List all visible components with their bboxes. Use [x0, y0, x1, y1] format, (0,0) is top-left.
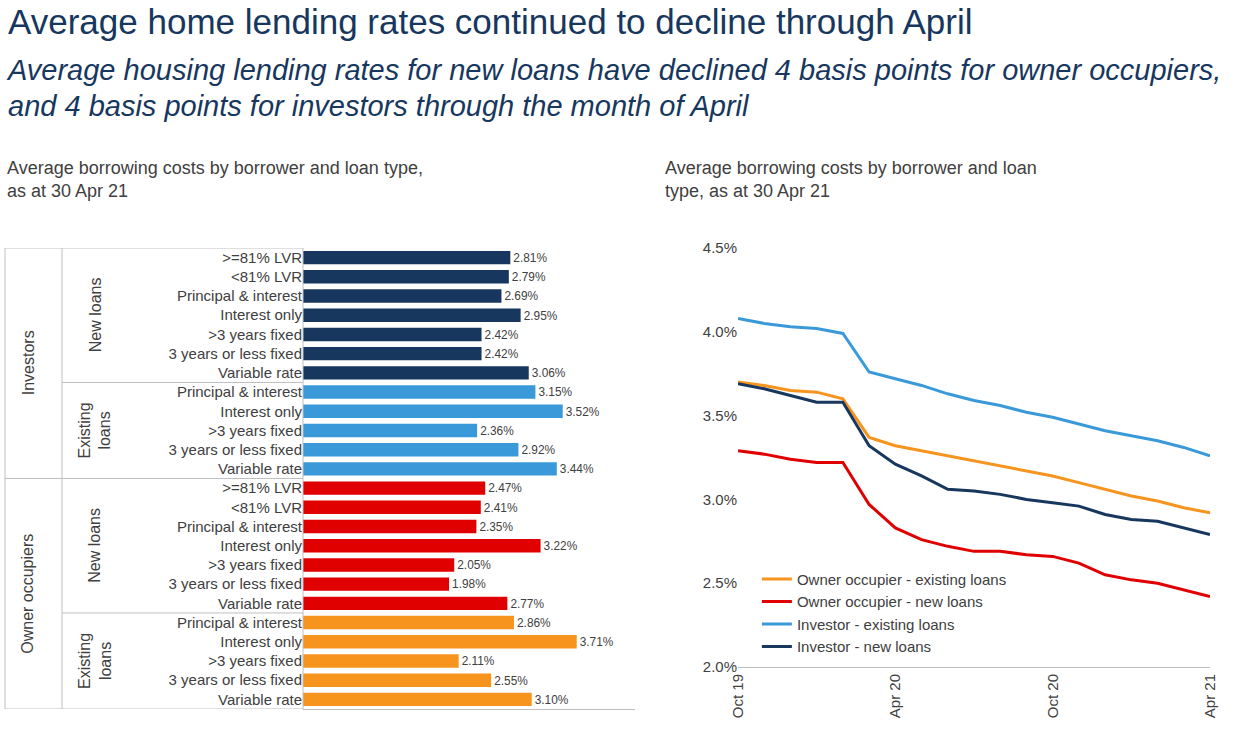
svg-text:2.42%: 2.42% [485, 328, 519, 342]
svg-text:Principal & interest: Principal & interest [177, 287, 303, 304]
svg-text:2.92%: 2.92% [521, 443, 555, 457]
svg-text:2.11%: 2.11% [462, 654, 495, 668]
svg-text:2.36%: 2.36% [480, 424, 514, 438]
html-text:Average housing lending rates: Average housing lending rates for new lo… [8, 54, 1222, 122]
svg-text:3 years or less fixed: 3 years or less fixed [169, 671, 302, 688]
svg-text:2.42%: 2.42% [485, 347, 519, 361]
svg-text:Average borrowing costs by bor: Average borrowing costs by borrower and … [665, 158, 1037, 201]
svg-text:3.0%: 3.0% [703, 491, 737, 508]
svg-text:3.10%: 3.10% [535, 693, 569, 707]
svg-text:Apr 20: Apr 20 [886, 674, 903, 718]
svg-text:4.0%: 4.0% [703, 323, 737, 340]
svg-text:2.86%: 2.86% [517, 616, 551, 630]
svg-text:3 years or less fixed: 3 years or less fixed [169, 441, 302, 458]
svg-text:>3 years fixed: >3 years fixed [208, 326, 302, 343]
svg-text:4.5%: 4.5% [703, 239, 737, 256]
svg-text:Variable rate: Variable rate [218, 460, 302, 477]
svg-text:New loans: New loans [86, 508, 103, 583]
svg-text:3 years or less fixed: 3 years or less fixed [169, 575, 302, 592]
svg-text:2.41%: 2.41% [484, 501, 518, 515]
svg-text:Existingloans: Existingloans [76, 633, 114, 689]
svg-text:3.5%: 3.5% [703, 407, 737, 424]
svg-text:<81% LVR: <81% LVR [231, 499, 302, 516]
svg-text:Interest only: Interest only [220, 537, 302, 554]
svg-text:Owner occupier - existing loan: Owner occupier - existing loans [797, 571, 1006, 588]
svg-text:Investor - new loans: Investor - new loans [797, 638, 931, 655]
svg-text:Owner occupiers: Owner occupiers [19, 534, 36, 654]
svg-text:3.15%: 3.15% [538, 385, 572, 399]
svg-text:>3 years fixed: >3 years fixed [208, 652, 302, 669]
svg-text:2.35%: 2.35% [479, 520, 513, 534]
svg-text:Interest only: Interest only [220, 306, 302, 323]
svg-text:>3 years fixed: >3 years fixed [208, 556, 302, 573]
svg-text:3.44%: 3.44% [560, 462, 594, 476]
svg-text:New loans: New loans [87, 278, 104, 353]
svg-text:2.77%: 2.77% [510, 597, 544, 611]
svg-text:Variable rate: Variable rate [218, 364, 302, 381]
svg-text:Oct 20: Oct 20 [1044, 674, 1061, 718]
svg-text:Interest only: Interest only [220, 633, 302, 650]
svg-text:<81% LVR: <81% LVR [231, 268, 302, 285]
svg-text:>=81% LVR: >=81% LVR [222, 479, 302, 496]
svg-text:Variable rate: Variable rate [218, 595, 302, 612]
svg-text:>=81% LVR: >=81% LVR [222, 249, 302, 266]
svg-text:2.47%: 2.47% [488, 481, 522, 495]
svg-text:Principal & interest: Principal & interest [177, 518, 303, 535]
svg-text:3.06%: 3.06% [532, 366, 566, 380]
svg-text:2.69%: 2.69% [504, 289, 538, 303]
svg-text:Principal & interest: Principal & interest [177, 383, 303, 400]
svg-text:2.05%: 2.05% [457, 558, 491, 572]
svg-text:Oct 19: Oct 19 [729, 674, 746, 718]
svg-text:Existingloans: Existingloans [76, 402, 114, 458]
svg-text:Variable rate: Variable rate [218, 691, 302, 708]
svg-text:Owner occupier - new loans: Owner occupier - new loans [797, 593, 983, 610]
svg-text:1.98%: 1.98% [452, 577, 486, 591]
svg-text:2.0%: 2.0% [703, 658, 737, 675]
svg-text:2.81%: 2.81% [513, 251, 547, 265]
html-text:Average home lending rates con: Average home lending rates continued to … [8, 2, 973, 41]
svg-text:Principal & interest: Principal & interest [177, 614, 303, 631]
svg-text:2.79%: 2.79% [512, 270, 546, 284]
svg-text:2.95%: 2.95% [524, 309, 558, 323]
svg-text:2.5%: 2.5% [703, 574, 737, 591]
svg-text:Investors: Investors [20, 330, 37, 395]
svg-text:Average borrowing costs by bor: Average borrowing costs by borrower and … [7, 158, 423, 201]
svg-text:3 years or less fixed: 3 years or less fixed [169, 345, 302, 362]
svg-text:3.71%: 3.71% [580, 635, 614, 649]
svg-text:Apr 21: Apr 21 [1201, 674, 1218, 718]
svg-text:>3 years fixed: >3 years fixed [208, 422, 302, 439]
svg-text:3.52%: 3.52% [566, 405, 600, 419]
svg-text:3.22%: 3.22% [544, 539, 578, 553]
svg-text:Interest only: Interest only [220, 403, 302, 420]
svg-text:Investor - existing loans: Investor - existing loans [797, 616, 955, 633]
svg-text:2.55%: 2.55% [494, 674, 528, 688]
